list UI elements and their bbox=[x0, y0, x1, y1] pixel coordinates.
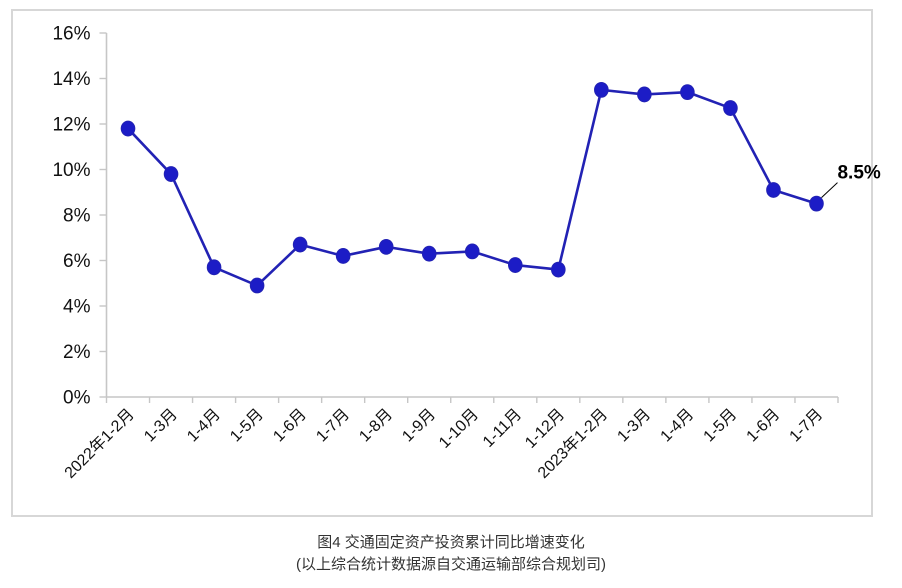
data-point bbox=[163, 166, 179, 182]
x-axis-label: 1-4月 bbox=[184, 406, 224, 446]
data-point bbox=[249, 277, 265, 294]
data-point bbox=[421, 245, 437, 262]
y-axis-label: 4% bbox=[63, 297, 91, 318]
y-axis-label: 10% bbox=[52, 160, 90, 181]
data-point bbox=[637, 86, 652, 103]
data-point bbox=[292, 236, 308, 253]
data-point bbox=[120, 120, 136, 137]
annotation-leader-line bbox=[821, 182, 838, 198]
chart-frame bbox=[11, 9, 873, 517]
chart-title: 图4 交通固定资产投资累计同比增速变化 bbox=[317, 534, 585, 551]
data-point bbox=[378, 238, 394, 255]
chart-subtitle: (以上综合统计数据源自交通运输部综合规划司) bbox=[296, 556, 606, 573]
data-point bbox=[594, 81, 609, 98]
annotation-label: 8.5% bbox=[837, 163, 880, 184]
x-axis-label: 2022年1-2月 bbox=[61, 405, 138, 482]
x-axis-label: 1-7月 bbox=[313, 406, 353, 446]
x-axis-label: 1-11月 bbox=[480, 406, 525, 451]
x-axis-label: 1-4月 bbox=[658, 406, 698, 446]
y-axis-label: 16% bbox=[52, 24, 90, 45]
x-axis-label: 1-6月 bbox=[270, 406, 310, 446]
y-axis-label: 2% bbox=[63, 342, 91, 363]
data-point bbox=[507, 257, 523, 273]
x-axis-label: 1-8月 bbox=[356, 406, 396, 446]
x-axis-label: 1-3月 bbox=[614, 406, 654, 446]
y-axis-label: 12% bbox=[52, 115, 90, 136]
x-axis-label: 1-10月 bbox=[436, 406, 482, 452]
data-point bbox=[464, 243, 480, 260]
y-axis-label: 6% bbox=[63, 251, 91, 272]
y-axis-label: 0% bbox=[63, 388, 91, 409]
y-axis-label: 8% bbox=[63, 206, 91, 227]
data-point bbox=[723, 100, 738, 116]
y-axis-label: 14% bbox=[52, 69, 90, 90]
x-axis-label: 1-6月 bbox=[744, 406, 784, 446]
data-point bbox=[766, 182, 781, 198]
data-point bbox=[680, 84, 695, 101]
data-point bbox=[551, 261, 566, 278]
data-point bbox=[206, 259, 222, 276]
data-point bbox=[335, 248, 351, 264]
x-axis-label: 1-7月 bbox=[787, 406, 827, 446]
x-axis-label: 1-5月 bbox=[227, 406, 267, 446]
x-axis-label: 1-3月 bbox=[141, 406, 181, 446]
data-point bbox=[809, 195, 824, 212]
x-axis-label: 1-9月 bbox=[399, 406, 439, 446]
x-axis-label: 1-5月 bbox=[701, 406, 741, 446]
